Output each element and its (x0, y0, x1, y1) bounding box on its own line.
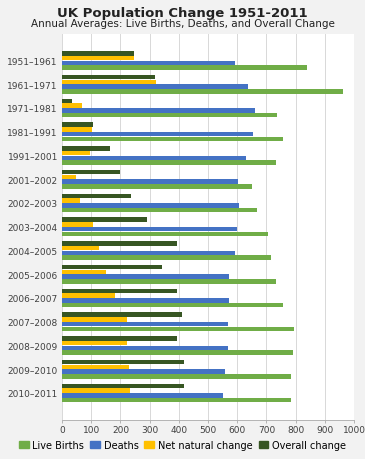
Bar (62, 369, 225, 374)
Bar (62, 170, 120, 175)
Bar (62, 351, 293, 355)
Bar (62, 313, 182, 317)
Bar (62, 303, 283, 308)
Bar (62, 109, 255, 113)
Bar (62, 270, 107, 274)
Bar (62, 322, 228, 327)
Bar (62, 204, 239, 208)
Bar (62, 388, 130, 393)
Bar (62, 218, 147, 222)
Bar (62, 298, 229, 303)
Bar (62, 208, 257, 213)
Bar (62, 175, 76, 179)
Text: Annual Averages: Live Births, Deaths, and Overall Change: Annual Averages: Live Births, Deaths, an… (31, 19, 334, 29)
Bar (62, 90, 343, 95)
Bar (62, 76, 155, 80)
Bar (62, 161, 276, 165)
Bar (62, 123, 93, 128)
Legend: Live Births, Deaths, Net natural change, Overall change: Live Births, Deaths, Net natural change,… (17, 438, 348, 452)
Bar (62, 185, 252, 189)
Bar (62, 223, 93, 227)
Bar (62, 241, 177, 246)
Bar (62, 280, 276, 284)
Bar (62, 393, 223, 397)
Text: UK Population Change 1951-2011: UK Population Change 1951-2011 (57, 7, 308, 20)
Bar (62, 151, 90, 156)
Bar (62, 289, 177, 293)
Bar (62, 398, 291, 403)
Bar (62, 194, 131, 199)
Bar (62, 360, 184, 364)
Bar (62, 327, 293, 331)
Bar (62, 346, 228, 350)
Bar (62, 317, 127, 322)
Bar (62, 57, 134, 61)
Bar (62, 265, 162, 270)
Bar (62, 80, 156, 85)
Bar (62, 251, 235, 256)
Bar (62, 147, 110, 151)
Bar (62, 62, 235, 66)
Bar (62, 336, 177, 341)
Bar (62, 341, 127, 346)
Bar (62, 104, 82, 109)
Bar (62, 180, 238, 185)
Bar (62, 256, 271, 260)
Bar (62, 66, 307, 71)
Bar (62, 85, 248, 90)
Bar (62, 52, 134, 56)
Bar (62, 365, 128, 369)
Bar (62, 199, 80, 203)
Bar (62, 275, 229, 279)
Bar (62, 246, 99, 251)
Bar (62, 99, 72, 104)
Bar (62, 137, 283, 142)
Bar (62, 294, 115, 298)
Bar (62, 113, 277, 118)
Bar (62, 133, 253, 137)
Bar (62, 128, 92, 132)
Bar (62, 156, 246, 161)
Bar (62, 384, 184, 388)
Bar (62, 227, 237, 232)
Bar (62, 374, 291, 379)
Bar (62, 232, 268, 236)
